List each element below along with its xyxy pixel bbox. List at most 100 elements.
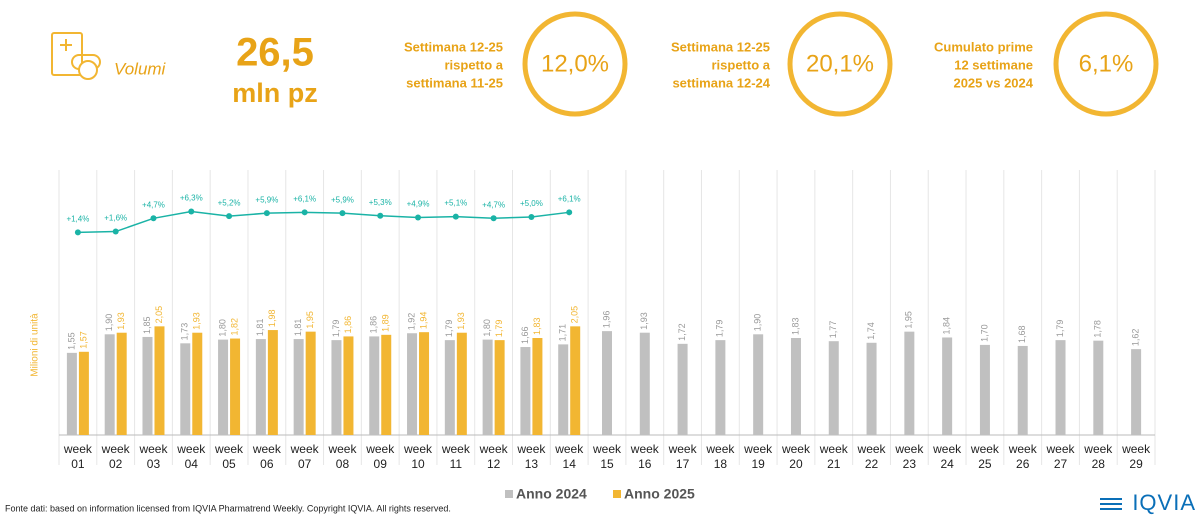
bar (154, 326, 165, 435)
growth-line (77, 210, 570, 234)
kpi-text: 12 settimane (954, 57, 1033, 72)
growth-label: +5,1% (444, 199, 467, 208)
kpi-text: Settimana 12-25 (404, 39, 503, 54)
growth-point (112, 228, 119, 235)
bar (369, 336, 380, 435)
bar (66, 352, 77, 435)
x-tick-label: week 05 (214, 442, 244, 471)
growth-point (188, 208, 195, 215)
bar-value-label: 1,79 (331, 320, 341, 338)
bar-value-label: 1,80 (482, 319, 492, 337)
growth-label: +5,9% (331, 195, 354, 204)
bar (343, 336, 354, 435)
bar-value-label: 1,84 (942, 317, 952, 335)
kpi-circle (522, 11, 628, 117)
x-tick-label: week 28 (1083, 442, 1113, 471)
bar-value-label: 1,83 (790, 317, 800, 335)
x-tick-label: week 17 (668, 442, 698, 471)
kpi-text: settimana 11-25 (406, 75, 503, 90)
bar (230, 338, 241, 435)
y-axis-label: Milioni di unità (30, 313, 41, 377)
growth-label: +5,9% (255, 195, 278, 204)
x-tick-label: week 19 (743, 442, 773, 471)
x-tick-label: week 09 (365, 442, 395, 471)
bar (1017, 345, 1028, 435)
bar-value-label: 1,96 (601, 311, 611, 329)
bar-value-label: 1,81 (293, 319, 303, 337)
x-tick-label: week 04 (176, 442, 206, 471)
bar (381, 334, 392, 435)
growth-label: +6,1% (558, 194, 581, 203)
bar-value-label: 1,98 (267, 310, 277, 328)
bar (639, 332, 650, 435)
bar-value-label: 1,95 (904, 311, 914, 329)
bar-value-label: 1,79 (444, 320, 454, 338)
growth-label: +1,4% (66, 215, 89, 224)
growth-label: +6,1% (293, 194, 316, 203)
growth-point (452, 213, 459, 220)
x-tick-label: week 25 (970, 442, 1000, 471)
legend-label: Anno 2024 (516, 486, 587, 502)
bar (790, 338, 801, 435)
bar (116, 332, 127, 435)
bar (979, 344, 990, 435)
growth-point (377, 212, 384, 219)
kpi-text: rispetto a (444, 57, 503, 72)
bar-value-label: 1,81 (255, 319, 265, 337)
growth-label: +4,9% (407, 200, 430, 209)
bar-value-label: 1,77 (828, 321, 838, 339)
bar (293, 339, 304, 435)
growth-label: +1,6% (104, 214, 127, 223)
kpi-value: 20,1% (806, 50, 874, 77)
growth-point (226, 213, 233, 220)
bar (942, 337, 953, 435)
bar (1131, 349, 1142, 435)
bar (715, 340, 726, 435)
growth-point (490, 215, 497, 222)
bar (866, 342, 877, 435)
x-tick-label: week 15 (592, 442, 622, 471)
header-label: Volumi (114, 59, 167, 78)
bar-value-label: 1,86 (343, 316, 353, 334)
growth-label: +6,3% (180, 194, 203, 203)
growth-label: +4,7% (142, 200, 165, 209)
bar (180, 343, 191, 435)
bar-value-label: 1,92 (406, 313, 416, 331)
growth-label: +5,3% (369, 198, 392, 207)
bar-value-label: 1,79 (715, 320, 725, 338)
bar-value-label: 1,93 (456, 312, 466, 330)
x-tick-label: week 24 (932, 442, 962, 471)
bar (494, 340, 505, 435)
bar (558, 344, 569, 435)
x-tick-label: week 06 (252, 442, 282, 471)
growth-label: +4,7% (482, 200, 505, 209)
bar-value-label: 1,93 (116, 312, 126, 330)
bar-value-label: 1,78 (1093, 320, 1103, 338)
bar (407, 333, 418, 435)
bar-value-label: 1,57 (78, 331, 88, 349)
bar-value-label: 1,55 (66, 332, 76, 350)
x-tick-label: week 13 (516, 442, 546, 471)
kpi-text: settimana 12-24 (672, 75, 770, 90)
kpi-value: 12,0% (541, 50, 609, 77)
growth-point (528, 214, 535, 221)
kpi-value: 6,1% (1079, 50, 1134, 77)
legend-swatch (505, 490, 513, 498)
x-tick-label: week 26 (1008, 442, 1038, 471)
bar (456, 332, 467, 435)
bar-value-label: 2,05 (154, 306, 164, 324)
header-value: 26,5 (236, 31, 314, 75)
bar-value-label: 1,71 (558, 324, 568, 342)
bar (444, 340, 455, 435)
x-tick-label: week 08 (327, 442, 357, 471)
bar (142, 336, 153, 435)
bar (104, 334, 115, 435)
bar-value-label: 1,79 (1055, 320, 1065, 338)
logo-stripes (1100, 498, 1122, 510)
x-tick-label: week 22 (857, 442, 887, 471)
x-tick-label: week 07 (290, 442, 320, 471)
bar-value-label: 1,74 (866, 322, 876, 340)
bar-value-label: 2,05 (570, 306, 580, 324)
legend-label: Anno 2025 (624, 486, 695, 502)
bar-value-label: 1,90 (104, 314, 114, 332)
